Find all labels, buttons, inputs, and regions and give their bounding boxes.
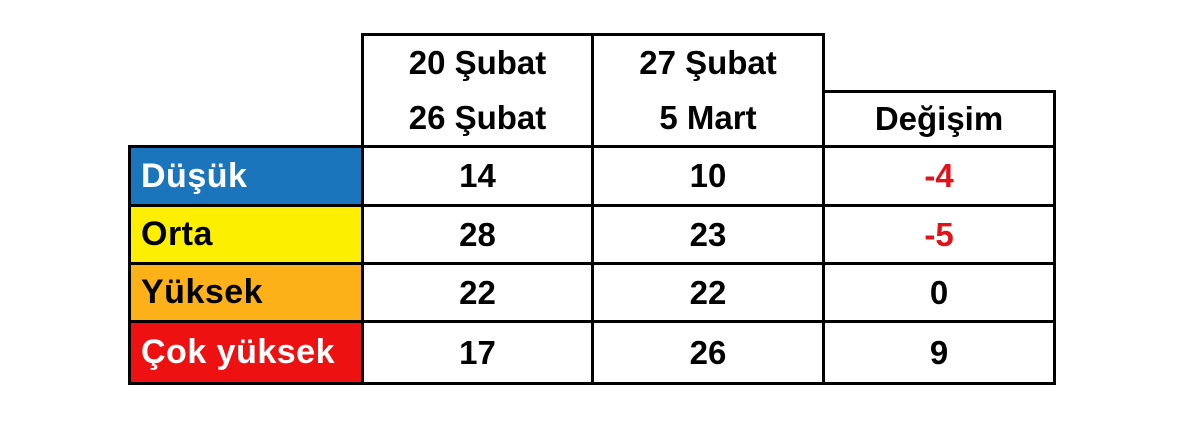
row-label-cok-yuksek: Çok yüksek [131, 323, 364, 382]
row-label-yuksek: Yüksek [131, 265, 364, 323]
value-dusuk-period2: 10 [594, 148, 825, 207]
data-table: Düşük 14 10 -4 Orta 28 23 -5 Yüksek 22 2… [128, 145, 1056, 385]
row-label-orta: Orta [131, 207, 364, 265]
value-yuksek-change: 0 [825, 265, 1053, 323]
header-period-1-line-2: 26 Şubat [408, 98, 547, 136]
header-change: Değişim [822, 90, 1056, 148]
header-period-1-line-1: 20 Şubat [408, 44, 547, 82]
value-orta-period2: 23 [594, 207, 825, 265]
header-period-2-line-1: 27 Şubat [639, 44, 777, 82]
row-label-dusuk: Düşük [131, 148, 364, 207]
value-dusuk-period1: 14 [364, 148, 594, 207]
value-cok-yuksek-period1: 17 [364, 323, 594, 382]
value-orta-period1: 28 [364, 207, 594, 265]
value-orta-change: -5 [825, 207, 1053, 265]
header-period-2: 27 Şubat 5 Mart [591, 33, 825, 148]
header-period-1: 20 Şubat 26 Şubat [361, 33, 594, 148]
value-cok-yuksek-change: 9 [825, 323, 1053, 382]
value-yuksek-period2: 22 [594, 265, 825, 323]
header-period-2-line-2: 5 Mart [659, 98, 757, 136]
value-dusuk-change: -4 [825, 148, 1053, 207]
value-cok-yuksek-period2: 26 [594, 323, 825, 382]
value-yuksek-period1: 22 [364, 265, 594, 323]
